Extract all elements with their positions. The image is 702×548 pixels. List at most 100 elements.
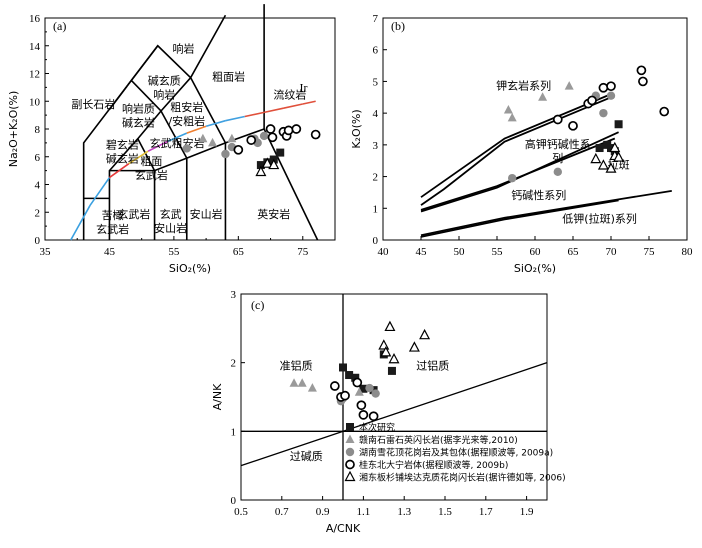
panel-c-point bbox=[297, 378, 307, 387]
panel-a-y-tick-label: 2 bbox=[35, 207, 41, 219]
panel-a-field-label: 苦橄 bbox=[102, 208, 124, 222]
panel-b-series-boundary bbox=[420, 199, 619, 238]
panel-b-field-label: 高钾钙碱性系 bbox=[525, 137, 591, 151]
panel-a-field-label: 响岩 bbox=[153, 88, 175, 102]
panel-b-field-label: 低钾(拉斑)系列 bbox=[562, 212, 637, 226]
panel-a-label: (a) bbox=[53, 19, 66, 33]
panel-b-series-boundary bbox=[420, 137, 616, 211]
panel-b-point bbox=[595, 144, 604, 153]
panel-b-x-axis-label: SiO₂(%) bbox=[514, 262, 556, 275]
panel-a-field-label: 英安岩 bbox=[257, 207, 290, 221]
panel-c-field-label: 准铝质 bbox=[280, 359, 313, 373]
panel-a-field-label: 流纹岩 bbox=[273, 87, 306, 101]
panel-b-point bbox=[508, 173, 517, 183]
panel-c-point bbox=[378, 339, 390, 350]
panel-a-field-boundary bbox=[130, 79, 162, 112]
panel-c-point bbox=[371, 389, 380, 398]
panel-a-field-label: 响岩 bbox=[173, 42, 195, 56]
panel-a-ir-line bbox=[89, 177, 111, 206]
panel-c-point bbox=[384, 320, 396, 332]
panel-a-field-label: 碧玄岩 bbox=[106, 137, 139, 151]
panel-b-point bbox=[587, 95, 597, 106]
panel-c-legend-point bbox=[344, 470, 356, 482]
panel-b-point bbox=[552, 114, 563, 125]
panel-b-y-tick-label: 3 bbox=[373, 140, 379, 152]
panel-b-x-tick-label: 60 bbox=[530, 246, 542, 258]
panel-b-point bbox=[553, 167, 562, 177]
panel-c-point bbox=[419, 328, 431, 340]
panel-c-point bbox=[329, 381, 340, 391]
panel-c-y-tick-label: 0 bbox=[231, 495, 237, 507]
panel-a-field-label: 玄武 bbox=[160, 207, 182, 221]
panel-c-legend-point bbox=[345, 459, 355, 470]
panel-b-x-tick-label: 75 bbox=[644, 246, 656, 258]
panel-a-ir-label: Ir bbox=[300, 81, 308, 95]
panel-a-point bbox=[291, 124, 302, 134]
panel-c-point bbox=[380, 346, 392, 357]
panel-a-y-tick-label: 8 bbox=[35, 124, 41, 136]
panel-c-y-axis-label: A/NK bbox=[211, 383, 224, 410]
panel-c-x-tick-label: 0.9 bbox=[316, 506, 330, 518]
panel-a-field-label: 安山岩 bbox=[154, 221, 187, 235]
panel-a-field-boundary bbox=[263, 128, 319, 241]
panel-c-legend-label: 湖南雪花顶花岗岩及其包体(据程顺波等, 2009a) bbox=[359, 447, 553, 459]
panel-a-point bbox=[198, 133, 208, 143]
panel-b-field-label: 钙碱性系列 bbox=[511, 188, 566, 202]
panel-c-point bbox=[339, 363, 347, 372]
panel-b-point bbox=[564, 81, 574, 90]
panel-c-point bbox=[345, 371, 354, 380]
panel-a-field-label: 副长石岩 bbox=[71, 97, 115, 111]
panel-c-point bbox=[358, 410, 369, 420]
panel-c-field-label: 过碱质 bbox=[290, 450, 323, 463]
panel-a-field-label: 粗安岩 bbox=[170, 100, 203, 114]
panel-b-point bbox=[507, 112, 517, 122]
panel-a-point bbox=[227, 133, 237, 143]
panel-a-ir-line bbox=[283, 103, 303, 109]
panel-b-point bbox=[609, 141, 621, 153]
panel-a-point bbox=[182, 144, 191, 153]
panel-a-field-boundary bbox=[137, 138, 156, 171]
panel-a-field-label: 碱玄质 bbox=[148, 74, 181, 88]
panel-a-x-tick-label: 35 bbox=[40, 246, 52, 258]
panel-a-point bbox=[246, 135, 257, 145]
panel-a-ir-line bbox=[205, 119, 226, 127]
panel-a-ir-line bbox=[302, 100, 316, 105]
panel-b-point bbox=[613, 151, 625, 162]
panel-b-x-tick-label: 55 bbox=[492, 246, 504, 258]
panel-a-field-label: 玄武岩 bbox=[135, 168, 168, 182]
panel-a-ir-line bbox=[186, 125, 207, 134]
panel-c-point bbox=[359, 384, 368, 393]
panel-a-point bbox=[208, 137, 218, 147]
panel-a-ir-line bbox=[108, 163, 130, 179]
panel-b-point bbox=[606, 81, 616, 92]
panel-a-field-boundary bbox=[160, 110, 188, 159]
panel-a-point bbox=[256, 161, 265, 170]
panel-c-x-tick-label: 0.7 bbox=[275, 506, 289, 518]
panel-c-point bbox=[351, 373, 360, 382]
panel-a-y-tick-label: 10 bbox=[29, 96, 41, 108]
panel-b-point bbox=[659, 106, 670, 117]
panel-c-x-tick-label: 1.9 bbox=[520, 506, 534, 518]
panel-a-field-label: 响岩质 bbox=[122, 101, 155, 115]
panel-c-legend-label: 本次研究 bbox=[359, 422, 395, 434]
panel-a-field-label: 粗面岩 bbox=[212, 69, 245, 83]
panel-a-point bbox=[265, 124, 276, 134]
panel-c-point bbox=[387, 366, 396, 375]
panel-c-field-label: 过铝质 bbox=[416, 359, 449, 373]
panel-a-x-tick-label: 75 bbox=[297, 246, 309, 258]
panel-a-field-boundary bbox=[189, 77, 227, 144]
panel-c-y-tick-label: 3 bbox=[231, 289, 237, 301]
panel-b-x-tick-label: 40 bbox=[378, 246, 390, 258]
panel-b-point bbox=[503, 104, 513, 114]
panel-c-point bbox=[356, 400, 367, 411]
panel-a-point bbox=[255, 165, 267, 177]
panel-b-y-tick-label: 1 bbox=[373, 203, 379, 215]
panel-a-ir-line bbox=[263, 107, 284, 114]
panel-a-point bbox=[221, 149, 230, 159]
panel-b-field-label: 列 bbox=[552, 151, 563, 165]
panel-c-point bbox=[340, 390, 350, 401]
panel-c-point bbox=[408, 341, 420, 352]
panel-c-x-tick-label: 1.1 bbox=[357, 506, 371, 518]
panel-a-y-tick-label: 6 bbox=[35, 152, 41, 164]
